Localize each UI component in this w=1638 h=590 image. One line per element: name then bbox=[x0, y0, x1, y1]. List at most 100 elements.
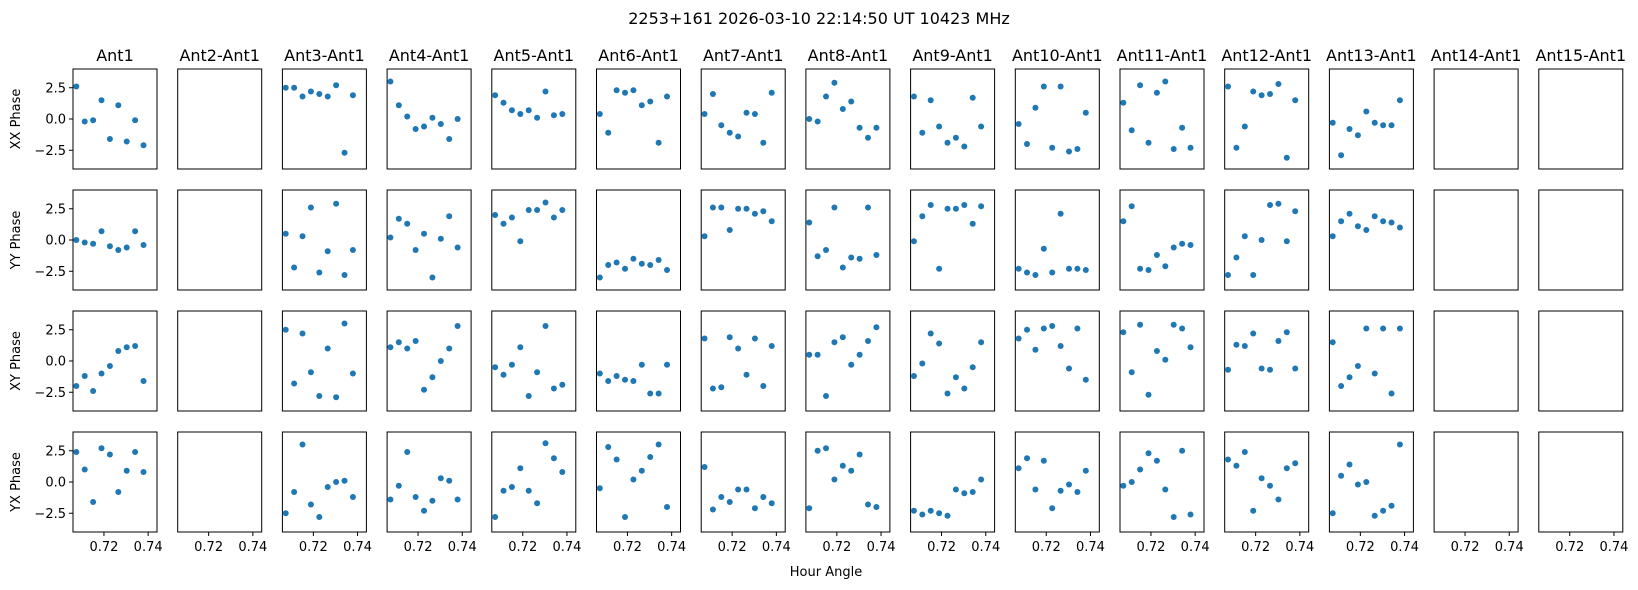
panel: 0.72 0.74 bbox=[1328, 431, 1419, 555]
data-point bbox=[1032, 104, 1039, 111]
axes-frame bbox=[596, 310, 681, 412]
data-point bbox=[291, 84, 298, 91]
data-point bbox=[316, 269, 323, 276]
x-tick-label: 0.72 bbox=[404, 540, 433, 555]
data-point bbox=[743, 371, 750, 378]
data-point bbox=[341, 149, 348, 156]
data-point bbox=[969, 364, 976, 371]
data-point bbox=[1074, 325, 1081, 332]
data-point bbox=[81, 118, 88, 125]
row-label: XX Phase bbox=[9, 89, 24, 150]
axes-frame bbox=[1433, 189, 1519, 291]
panel bbox=[1538, 310, 1624, 412]
data-point bbox=[123, 467, 130, 474]
data-point bbox=[726, 227, 733, 233]
axes-frame bbox=[1433, 431, 1519, 533]
data-point bbox=[446, 136, 453, 142]
axes-frame bbox=[596, 68, 681, 170]
data-point bbox=[1032, 272, 1039, 278]
data-point bbox=[718, 384, 725, 391]
data-point bbox=[1250, 330, 1257, 337]
panel bbox=[1014, 68, 1100, 170]
data-point bbox=[395, 215, 402, 222]
data-point bbox=[848, 361, 855, 368]
x-tick-label: 0.72 bbox=[1136, 540, 1165, 555]
data-point bbox=[429, 497, 436, 504]
data-point bbox=[106, 243, 113, 250]
data-point bbox=[596, 274, 603, 281]
data-point bbox=[831, 476, 838, 483]
data-point bbox=[1120, 482, 1127, 489]
axes-frame bbox=[1433, 68, 1519, 170]
x-tick-label: 0.74 bbox=[762, 540, 791, 555]
data-point bbox=[1396, 441, 1403, 448]
data-point bbox=[387, 78, 394, 85]
data-point bbox=[412, 338, 419, 344]
data-point bbox=[446, 345, 453, 352]
data-point bbox=[1145, 139, 1152, 146]
panel bbox=[177, 310, 263, 412]
column-title: Ant5-Ant1 bbox=[494, 46, 575, 65]
data-point bbox=[1258, 237, 1265, 243]
data-point bbox=[1040, 83, 1047, 90]
data-point bbox=[525, 393, 532, 399]
data-point bbox=[1179, 447, 1186, 454]
data-point bbox=[873, 252, 880, 258]
data-point bbox=[1363, 325, 1370, 332]
data-point bbox=[936, 510, 943, 517]
panel bbox=[805, 189, 891, 291]
data-point bbox=[559, 207, 566, 213]
data-point bbox=[1292, 208, 1299, 215]
data-point bbox=[1388, 122, 1395, 129]
data-point bbox=[1241, 233, 1248, 240]
data-point bbox=[743, 486, 750, 493]
data-point bbox=[90, 240, 97, 247]
data-point bbox=[655, 390, 662, 397]
data-point bbox=[856, 351, 863, 358]
data-point bbox=[123, 344, 130, 351]
data-point bbox=[910, 507, 917, 514]
panel bbox=[1119, 68, 1205, 170]
axes-frame bbox=[1224, 310, 1310, 412]
panel bbox=[491, 68, 577, 170]
data-point bbox=[1074, 489, 1081, 495]
y-tick-label: 2.5 bbox=[45, 81, 66, 96]
data-point bbox=[106, 136, 113, 142]
column-title: Ant11-Ant1 bbox=[1117, 46, 1208, 65]
data-point bbox=[1329, 510, 1336, 517]
data-point bbox=[952, 134, 959, 141]
column-title: Ant1 bbox=[96, 46, 134, 65]
data-point bbox=[1082, 109, 1089, 116]
column-title: Ant15-Ant1 bbox=[1535, 46, 1626, 65]
panel: 0.72 0.74 bbox=[1433, 431, 1524, 555]
data-point bbox=[865, 134, 872, 141]
axes-frame bbox=[72, 68, 158, 170]
data-point bbox=[839, 106, 846, 112]
data-point bbox=[701, 111, 708, 117]
data-point bbox=[1292, 365, 1299, 372]
panel bbox=[386, 310, 472, 412]
panel bbox=[910, 310, 996, 412]
data-point bbox=[132, 449, 139, 455]
data-point bbox=[508, 214, 515, 221]
data-point bbox=[1120, 218, 1127, 225]
data-point bbox=[517, 465, 524, 472]
data-point bbox=[525, 487, 532, 494]
data-point bbox=[454, 496, 461, 503]
data-point bbox=[98, 370, 105, 377]
data-point bbox=[123, 138, 130, 145]
data-point bbox=[492, 364, 499, 371]
axes-frame bbox=[72, 310, 158, 412]
data-point bbox=[1015, 265, 1022, 272]
data-point bbox=[1082, 376, 1089, 383]
data-point bbox=[1233, 144, 1240, 151]
column-title: Ant9-Ant1 bbox=[912, 46, 993, 65]
y-tick-label: 0.0 bbox=[45, 234, 66, 249]
data-point bbox=[1258, 475, 1265, 482]
data-point bbox=[98, 228, 105, 235]
data-point bbox=[969, 489, 976, 495]
axes-frame bbox=[386, 189, 472, 291]
column-title: Ant14-Ant1 bbox=[1431, 46, 1522, 65]
data-point bbox=[1137, 466, 1144, 473]
data-point bbox=[865, 204, 872, 211]
